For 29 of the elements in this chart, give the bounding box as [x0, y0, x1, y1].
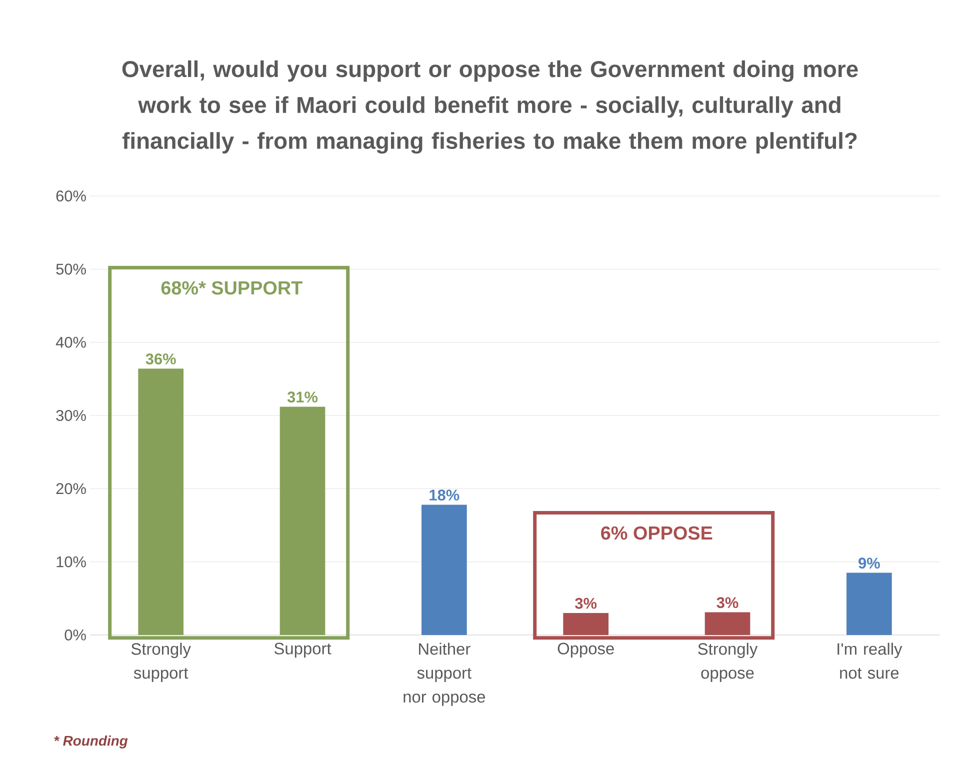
data-label: 3%: [716, 597, 738, 608]
chart-title: Overall, would you support or oppose the Government doing more work to see if Maori could benefit more - socially, culturally and financially - from managing fisheries to make them more plentiful?: [122, 60, 858, 154]
x-tick-label: Oppose: [558, 642, 614, 658]
x-tick-label: I'm really not sure: [838, 642, 902, 679]
y-tick-label: 30%: [56, 410, 86, 421]
y-tick-label: 40%: [56, 336, 86, 348]
x-tick-label: Support: [274, 642, 332, 658]
x-tick-label: Neither support nor oppose: [404, 642, 485, 706]
x-tick-label: Strongly support: [131, 642, 191, 682]
data-label: 36%: [146, 354, 176, 364]
y-tick-label: 0%: [64, 630, 86, 640]
bar: [563, 613, 609, 635]
x-tick-label: Strongly oppose: [698, 642, 758, 682]
bar: [846, 572, 892, 635]
bar: [422, 504, 467, 635]
data-label: 3%: [575, 598, 597, 609]
y-tick-label: 20%: [56, 483, 86, 494]
annotation: 68%* SUPPORT: [161, 281, 302, 295]
y-tick-label: 60%: [56, 190, 86, 202]
data-label: 18%: [430, 490, 460, 501]
data-label: 9%: [858, 558, 880, 569]
y-tick-label: 10%: [56, 556, 86, 568]
text: * Rounding: [54, 735, 128, 748]
y-tick-label: 50%: [56, 264, 86, 275]
bar: [138, 368, 184, 635]
bar: [704, 612, 750, 635]
annotation: 6% OPPOSE: [601, 526, 712, 540]
data-label: 31%: [287, 392, 318, 403]
bar: [280, 406, 326, 635]
